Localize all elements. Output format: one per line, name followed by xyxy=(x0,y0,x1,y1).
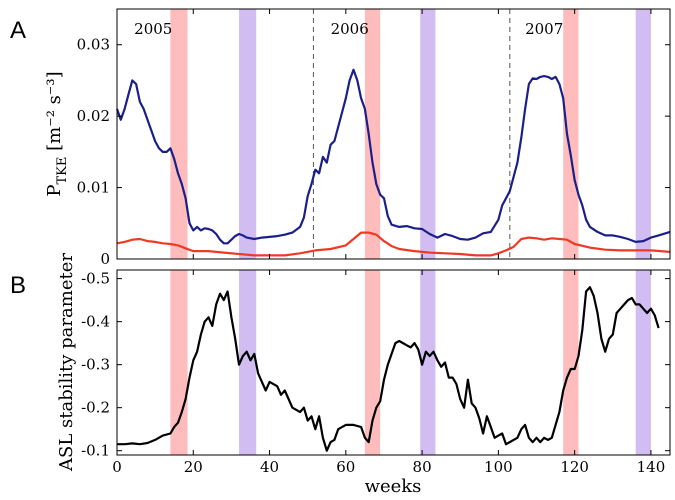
series-line-0 xyxy=(117,286,660,452)
year-label-2006: 2006 xyxy=(331,20,369,38)
panel-b-bands xyxy=(170,270,651,455)
red-band-0 xyxy=(170,9,188,259)
purple-band-0 xyxy=(239,270,257,455)
panel-a-frame xyxy=(116,8,671,260)
xtick-label: 0 xyxy=(112,458,122,476)
series-line-0 xyxy=(115,68,671,245)
ytick-label: -0.1 xyxy=(81,442,110,460)
purple-band-1 xyxy=(420,9,436,259)
year-label-2007: 2007 xyxy=(525,20,563,38)
series-line-1 xyxy=(116,231,671,257)
panel-a-ticks: 0 0.01 0.02 0.03 xyxy=(77,9,670,268)
ytick-label: 0.03 xyxy=(77,36,110,54)
red-band-1 xyxy=(364,9,381,259)
panel-b-label: B xyxy=(10,272,26,299)
panel-a-year-labels: 2005 2006 2007 xyxy=(134,20,563,38)
ytick-label: -0.3 xyxy=(81,356,110,374)
xtick-label: 140 xyxy=(637,458,666,476)
panel-b-ticks: -0.1 -0.2 -0.3 -0.4 -0.5 0 20 40 60 80 100 120 140 xyxy=(81,270,670,476)
purple-band-2 xyxy=(635,270,651,455)
panel-b-xlabel: weeks xyxy=(365,476,422,497)
panel-b-frame xyxy=(116,269,671,456)
purple-band-2 xyxy=(635,9,651,259)
ytick-label: -0.5 xyxy=(81,270,110,288)
panel-a-series xyxy=(115,68,671,257)
xtick-label: 120 xyxy=(560,458,589,476)
xtick-label: 40 xyxy=(260,458,279,476)
ytick-label: -0.4 xyxy=(81,313,110,331)
panel-a-year-dividers xyxy=(312,9,511,259)
ytick-label: -0.2 xyxy=(81,399,110,417)
xtick-label: 100 xyxy=(484,458,513,476)
red-band-2 xyxy=(563,9,579,259)
purple-band-1 xyxy=(420,270,436,455)
xtick-label: 80 xyxy=(413,458,432,476)
ytick-label: 0.02 xyxy=(77,107,110,125)
panel-a-ylabel: PTKE [m⁻² s⁻³] xyxy=(44,71,70,196)
panel-b-series xyxy=(117,286,660,452)
panel-a-label: A xyxy=(10,17,26,44)
purple-band-0 xyxy=(239,9,257,259)
xtick-label: 60 xyxy=(336,458,355,476)
xtick-label: 20 xyxy=(184,458,203,476)
ytick-label: 0.01 xyxy=(77,179,110,197)
year-label-2005: 2005 xyxy=(134,20,172,38)
panel-a-bands xyxy=(170,9,651,259)
panel-b: -0.1 -0.2 -0.3 -0.4 -0.5 0 20 40 60 80 100 120 140 A… xyxy=(56,253,671,497)
ytick-label: 0 xyxy=(100,250,110,268)
panel-a: 2005 2006 2007 0 0.01 0.02 0.03 PTKE [m⁻² s⁻³… xyxy=(44,8,671,268)
panel-b-ylabel: ASL stability parameter xyxy=(56,253,77,472)
red-band-2 xyxy=(563,270,579,455)
red-band-1 xyxy=(364,270,381,455)
